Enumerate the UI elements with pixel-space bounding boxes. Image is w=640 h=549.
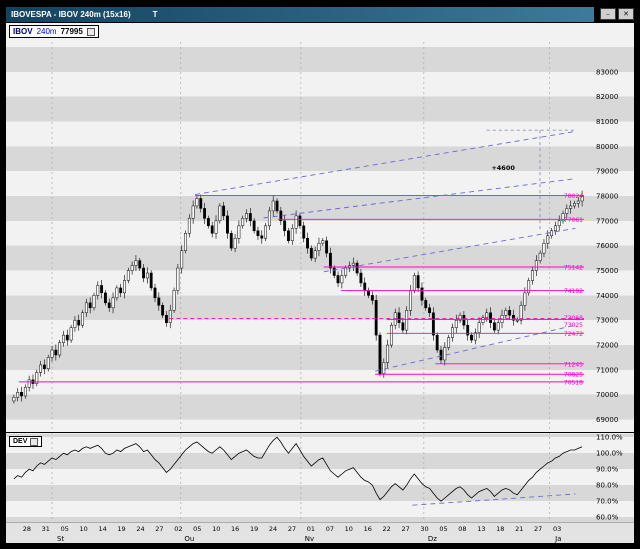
candlestick-series bbox=[12, 190, 584, 404]
trendlines[interactable] bbox=[194, 130, 576, 372]
svg-text:82000: 82000 bbox=[596, 93, 618, 101]
timeframe-label: 240m bbox=[36, 27, 57, 36]
svg-text:70825: 70825 bbox=[564, 372, 583, 379]
svg-text:69000: 69000 bbox=[596, 416, 618, 424]
svg-text:75142: 75142 bbox=[564, 265, 583, 272]
svg-text:07: 07 bbox=[326, 525, 334, 533]
svg-text:14: 14 bbox=[98, 525, 106, 533]
svg-text:05: 05 bbox=[439, 525, 447, 533]
svg-text:100.0%: 100.0% bbox=[596, 450, 623, 458]
dev-indicator-box[interactable]: DEV bbox=[9, 436, 43, 447]
symbol-label: IBOV bbox=[13, 27, 33, 36]
svg-text:110.0%: 110.0% bbox=[596, 434, 623, 442]
svg-text:13: 13 bbox=[477, 525, 485, 533]
measured-move-label: +4600 bbox=[491, 164, 515, 172]
instrument-info-box[interactable]: IBOV 240m 77995 bbox=[9, 25, 99, 38]
window-titlebar[interactable]: IBOVESPA - IBOV 240m (15x16) T bbox=[6, 7, 594, 22]
svg-text:70000: 70000 bbox=[596, 391, 618, 399]
svg-text:80.0%: 80.0% bbox=[596, 482, 619, 490]
svg-text:24: 24 bbox=[136, 525, 144, 533]
svg-text:72472: 72472 bbox=[564, 331, 583, 338]
close-button[interactable]: ✕ bbox=[618, 8, 634, 20]
svg-text:27: 27 bbox=[155, 525, 163, 533]
svg-text:02: 02 bbox=[174, 525, 182, 533]
svg-text:76000: 76000 bbox=[596, 242, 618, 250]
svg-text:81000: 81000 bbox=[596, 118, 618, 126]
svg-text:75000: 75000 bbox=[596, 267, 618, 275]
minimize-button[interactable]: – bbox=[600, 8, 616, 20]
chart-area: 78024 77061 75142 74192 73068 73025 72472 71245… bbox=[6, 22, 634, 543]
month-gridlines bbox=[51, 42, 551, 522]
svg-text:74000: 74000 bbox=[596, 292, 618, 300]
svg-text:Ja: Ja bbox=[554, 535, 561, 543]
svg-text:90.0%: 90.0% bbox=[596, 466, 619, 474]
collapse-box-icon[interactable] bbox=[86, 27, 95, 36]
svg-text:28: 28 bbox=[23, 525, 31, 533]
svg-text:79000: 79000 bbox=[596, 168, 618, 176]
svg-text:16: 16 bbox=[231, 525, 239, 533]
svg-text:01: 01 bbox=[307, 525, 315, 533]
svg-text:10: 10 bbox=[80, 525, 88, 533]
svg-text:77000: 77000 bbox=[596, 217, 618, 225]
dev-indicator-line bbox=[13, 436, 583, 506]
svg-text:71245: 71245 bbox=[564, 361, 583, 368]
svg-text:73068: 73068 bbox=[564, 315, 583, 322]
svg-text:73000: 73000 bbox=[596, 317, 618, 325]
svg-text:27: 27 bbox=[401, 525, 409, 533]
price-axis-labels: 83000 82000 81000 80000 79000 78000 77000 76000… bbox=[596, 68, 623, 521]
svg-text:05: 05 bbox=[61, 525, 69, 533]
background-bands bbox=[6, 22, 634, 543]
svg-text:27: 27 bbox=[534, 525, 542, 533]
dev-indicator-label: DEV bbox=[13, 438, 28, 445]
svg-text:60.0%: 60.0% bbox=[596, 514, 619, 522]
svg-text:71000: 71000 bbox=[596, 366, 618, 374]
svg-text:80000: 80000 bbox=[596, 143, 618, 151]
svg-text:05: 05 bbox=[193, 525, 201, 533]
svg-text:Dz: Dz bbox=[428, 535, 437, 543]
svg-text:78024: 78024 bbox=[564, 193, 583, 200]
svg-text:70518: 70518 bbox=[564, 379, 583, 386]
svg-text:27: 27 bbox=[288, 525, 296, 533]
svg-text:72000: 72000 bbox=[596, 342, 618, 350]
svg-text:24: 24 bbox=[269, 525, 277, 533]
svg-text:10: 10 bbox=[345, 525, 353, 533]
measured-move-target: +4600 bbox=[486, 129, 576, 231]
svg-text:73025: 73025 bbox=[564, 322, 583, 329]
window-title: IBOVESPA - IBOV 240m (15x16) bbox=[11, 10, 131, 19]
svg-text:31: 31 bbox=[42, 525, 50, 533]
svg-text:18: 18 bbox=[496, 525, 504, 533]
svg-text:83000: 83000 bbox=[596, 68, 618, 76]
time-axis-labels: 28 31 05 10 14 19 24 27 02 05 10 16 19 24 27 01 07 10 16 22… bbox=[23, 525, 562, 543]
svg-text:08: 08 bbox=[458, 525, 466, 533]
last-price-label: 77995 bbox=[60, 27, 83, 36]
svg-text:03: 03 bbox=[553, 525, 561, 533]
svg-text:10: 10 bbox=[212, 525, 220, 533]
svg-text:77061: 77061 bbox=[564, 217, 583, 224]
svg-text:30: 30 bbox=[420, 525, 428, 533]
svg-text:Nv: Nv bbox=[305, 535, 314, 543]
svg-text:22: 22 bbox=[383, 525, 391, 533]
svg-text:74192: 74192 bbox=[564, 288, 583, 295]
svg-text:19: 19 bbox=[250, 525, 258, 533]
collapse-box-icon[interactable] bbox=[30, 437, 39, 446]
svg-text:St: St bbox=[57, 535, 64, 543]
svg-text:78000: 78000 bbox=[596, 193, 618, 201]
svg-text:21: 21 bbox=[515, 525, 523, 533]
toolbar-t-button[interactable]: T bbox=[152, 10, 158, 19]
svg-text:70.0%: 70.0% bbox=[596, 498, 619, 506]
svg-text:19: 19 bbox=[117, 525, 125, 533]
svg-text:Ou: Ou bbox=[184, 535, 194, 543]
svg-text:16: 16 bbox=[364, 525, 372, 533]
